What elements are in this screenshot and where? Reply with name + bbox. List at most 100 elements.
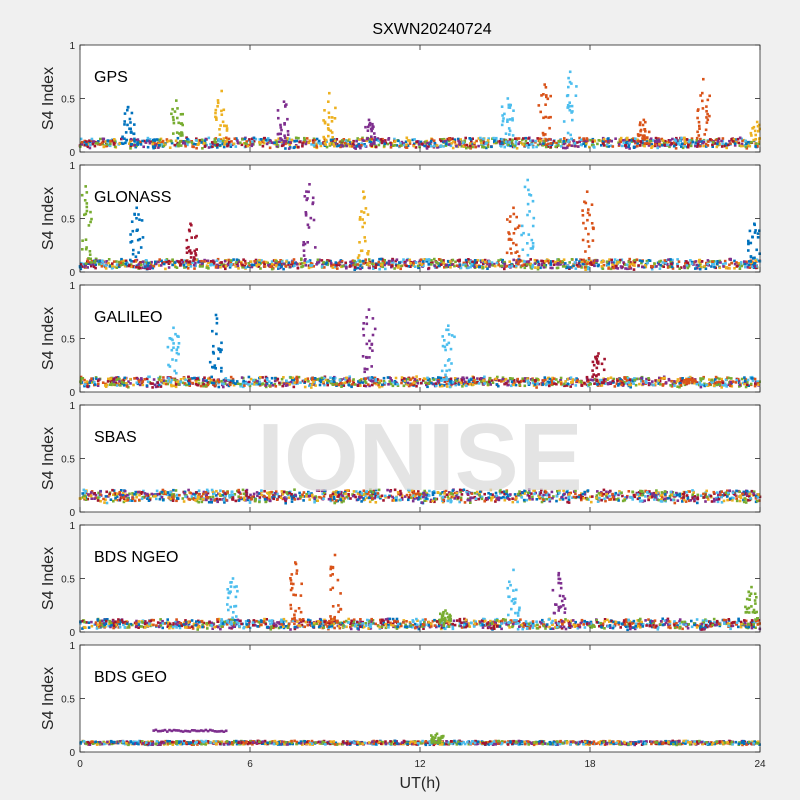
data-point — [210, 375, 213, 379]
data-point — [251, 140, 254, 143]
data-point — [700, 260, 704, 263]
data-point — [583, 200, 586, 204]
data-point — [757, 383, 761, 386]
data-point — [591, 140, 594, 144]
data-point — [698, 127, 701, 130]
data-point — [471, 137, 474, 140]
data-point — [222, 497, 226, 500]
data-point — [648, 259, 652, 262]
data-point — [202, 142, 206, 145]
data-point — [432, 382, 436, 386]
data-point — [705, 105, 708, 108]
data-point — [582, 142, 585, 145]
data-point — [450, 362, 453, 365]
data-point — [723, 259, 727, 263]
data-point — [94, 266, 97, 270]
data-point — [382, 380, 386, 383]
data-point — [140, 377, 143, 380]
data-point — [254, 258, 258, 262]
data-point — [315, 263, 318, 266]
data-point — [151, 145, 155, 148]
data-point — [602, 368, 606, 372]
data-point — [267, 263, 270, 267]
data-point — [432, 378, 436, 381]
data-point — [356, 384, 360, 387]
data-point — [179, 144, 183, 147]
data-point — [670, 385, 674, 388]
data-point — [237, 267, 240, 270]
data-point — [534, 266, 537, 269]
data-point — [445, 385, 449, 388]
data-point — [318, 258, 321, 262]
data-point — [694, 267, 697, 270]
data-point — [725, 146, 728, 150]
data-point — [258, 380, 261, 384]
data-point — [574, 492, 577, 495]
data-point — [439, 139, 443, 143]
data-point — [750, 140, 753, 144]
data-point — [417, 495, 421, 499]
data-point — [209, 379, 213, 382]
data-point — [234, 145, 238, 148]
data-point — [344, 489, 347, 493]
data-point — [227, 137, 231, 141]
data-point — [391, 381, 395, 384]
data-point — [683, 145, 687, 148]
data-point — [562, 146, 565, 150]
data-point — [308, 183, 311, 186]
data-point — [433, 264, 437, 268]
y-tick-label: 1 — [69, 281, 75, 292]
data-point — [123, 259, 126, 263]
data-point — [509, 144, 512, 148]
data-point — [149, 382, 153, 385]
data-point — [470, 378, 473, 381]
data-point — [160, 379, 163, 382]
data-point — [634, 383, 638, 387]
data-point — [433, 500, 436, 504]
data-point — [645, 377, 648, 381]
data-point — [215, 118, 218, 121]
data-point — [229, 375, 233, 379]
data-point — [595, 366, 599, 370]
data-point — [634, 137, 637, 140]
data-point — [589, 261, 593, 264]
data-point — [184, 143, 187, 146]
data-point — [583, 141, 587, 145]
data-point — [585, 139, 588, 143]
data-point — [212, 352, 215, 355]
data-point — [530, 492, 533, 495]
data-point — [223, 379, 227, 383]
data-point — [348, 379, 352, 383]
data-point — [141, 236, 145, 239]
data-point — [567, 76, 570, 80]
data-point — [220, 341, 223, 345]
data-point — [279, 132, 282, 136]
data-point — [485, 146, 488, 150]
data-point — [751, 235, 754, 239]
data-point — [591, 360, 595, 364]
data-point — [450, 141, 454, 145]
data-point — [225, 136, 228, 140]
data-point — [195, 258, 198, 262]
data-point — [288, 382, 292, 386]
data-point — [313, 138, 317, 142]
data-point — [652, 383, 655, 387]
data-point — [449, 138, 452, 141]
data-point — [285, 379, 288, 383]
data-point — [332, 143, 336, 146]
data-point — [736, 377, 740, 381]
data-point — [580, 258, 584, 262]
data-point — [476, 259, 480, 262]
data-point — [233, 137, 237, 140]
data-point — [291, 376, 295, 380]
data-point — [229, 379, 232, 383]
data-point — [323, 383, 326, 387]
data-point — [225, 124, 228, 128]
data-point — [170, 348, 174, 352]
data-point — [678, 385, 681, 389]
data-point — [211, 350, 215, 354]
data-point — [212, 140, 216, 144]
data-point — [384, 267, 387, 271]
data-point — [192, 142, 195, 146]
data-point — [417, 490, 420, 493]
